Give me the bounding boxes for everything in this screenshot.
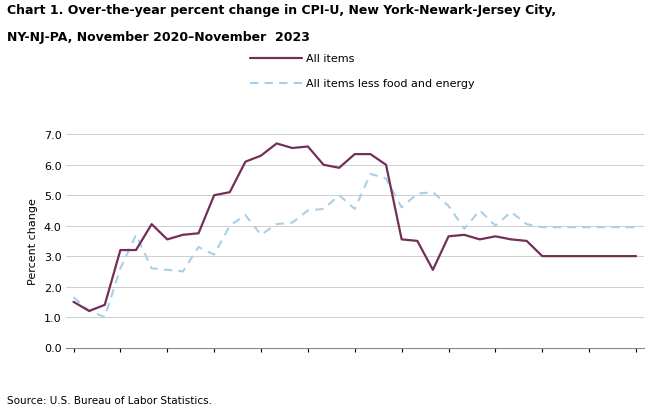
- Text: All items: All items: [306, 54, 354, 64]
- Text: Chart 1. Over-the-year percent change in CPI-U, New York-Newark-Jersey City,: Chart 1. Over-the-year percent change in…: [7, 4, 556, 17]
- Y-axis label: Percent change: Percent change: [28, 198, 38, 285]
- Text: NY-NJ-PA, November 2020–November  2023: NY-NJ-PA, November 2020–November 2023: [7, 31, 309, 44]
- Text: Source: U.S. Bureau of Labor Statistics.: Source: U.S. Bureau of Labor Statistics.: [7, 395, 212, 405]
- Text: All items less food and energy: All items less food and energy: [306, 79, 474, 89]
